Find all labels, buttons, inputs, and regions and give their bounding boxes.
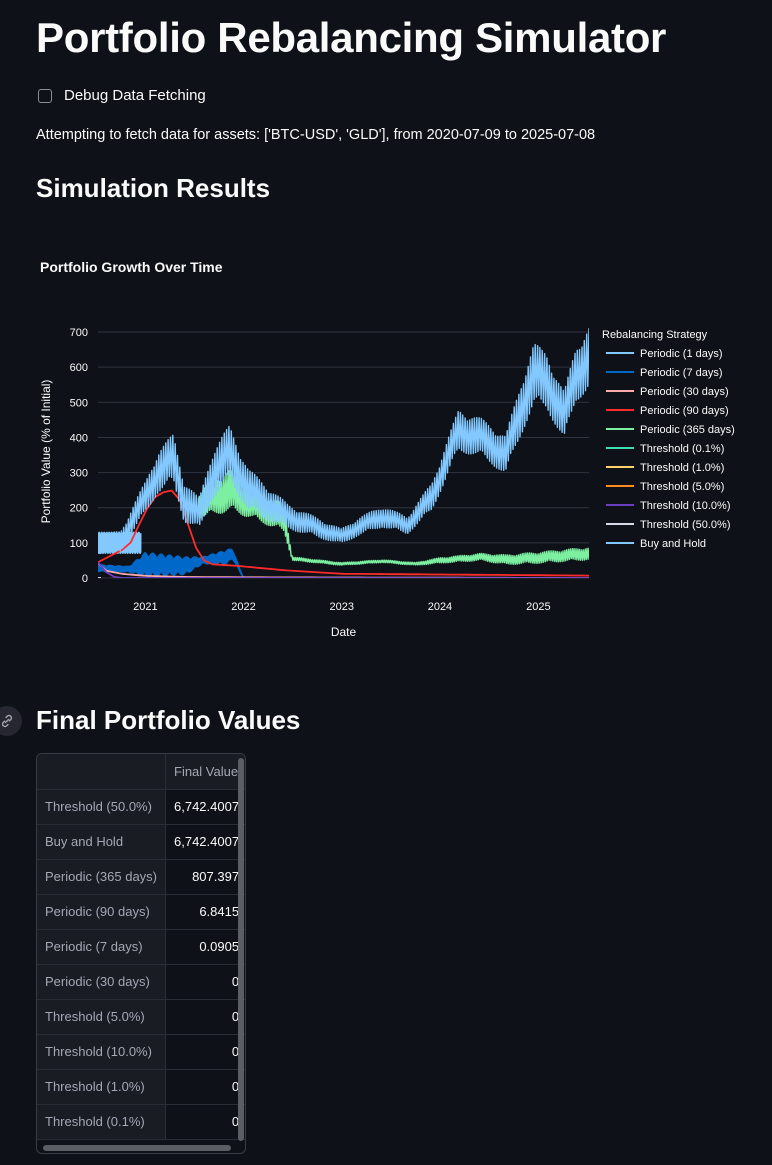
results-heading: Simulation Results bbox=[36, 173, 271, 203]
y-tick-label: 700 bbox=[70, 327, 88, 339]
legend-entry: Periodic (90 days) bbox=[640, 405, 729, 417]
legend-entry: Periodic (30 days) bbox=[640, 386, 729, 398]
row-label: Periodic (30 days) bbox=[37, 964, 166, 1000]
row-label: Periodic (365 days) bbox=[37, 859, 166, 895]
y-tick-label: 300 bbox=[70, 468, 88, 480]
link-icon[interactable] bbox=[0, 706, 22, 736]
table-row[interactable]: Buy and Hold 6,742.4007 bbox=[37, 824, 245, 860]
row-label: Periodic (7 days) bbox=[37, 929, 166, 965]
table-row[interactable]: Threshold (10.0%) 0 bbox=[37, 1034, 245, 1070]
chart-title: Portfolio Growth Over Time bbox=[40, 259, 223, 275]
final-values-heading: Final Portfolio Values bbox=[36, 705, 301, 735]
y-tick-label: 0 bbox=[82, 573, 88, 585]
table-row[interactable]: Periodic (7 days) 0.0905 bbox=[37, 929, 245, 965]
debug-checkbox-label: Debug Data Fetching bbox=[64, 87, 206, 104]
vertical-scrollbar[interactable] bbox=[238, 758, 244, 1141]
row-label: Threshold (1.0%) bbox=[37, 1069, 166, 1105]
y-tick-label: 100 bbox=[70, 538, 88, 550]
x-tick-label: 2025 bbox=[526, 601, 550, 613]
horizontal-scrollbar[interactable] bbox=[43, 1145, 231, 1151]
row-label: Threshold (50.0%) bbox=[37, 789, 166, 825]
x-tick-label: 2024 bbox=[428, 601, 452, 613]
table-row[interactable]: Threshold (0.1%) 0 bbox=[37, 1104, 245, 1140]
row-label: Threshold (0.1%) bbox=[37, 1104, 166, 1140]
x-axis-label: Date bbox=[331, 625, 357, 639]
legend-title: Rebalancing Strategy bbox=[602, 329, 708, 341]
legend-entry: Periodic (1 days) bbox=[640, 348, 723, 360]
row-value[interactable]: 0 bbox=[165, 1104, 245, 1140]
debug-checkbox-row[interactable]: Debug Data Fetching bbox=[38, 87, 206, 104]
y-axis-label: Portfolio Value (% of Initial) bbox=[39, 380, 53, 524]
legend-entry: Threshold (1.0%) bbox=[640, 462, 724, 474]
row-value[interactable]: 0 bbox=[165, 1069, 245, 1105]
series-line[interactable] bbox=[98, 328, 589, 554]
legend-entry: Threshold (0.1%) bbox=[640, 443, 724, 455]
x-tick-label: 2022 bbox=[231, 601, 255, 613]
row-value[interactable]: 6,742.4007 bbox=[165, 789, 245, 825]
row-value[interactable]: 0 bbox=[165, 964, 245, 1000]
debug-checkbox[interactable] bbox=[38, 88, 52, 103]
legend-entry: Buy and Hold bbox=[640, 538, 706, 550]
row-label: Periodic (90 days) bbox=[37, 894, 166, 930]
series-line[interactable] bbox=[98, 548, 245, 578]
page-title: Portfolio Rebalancing Simulator bbox=[36, 14, 667, 61]
row-label: Threshold (10.0%) bbox=[37, 1034, 166, 1070]
row-value[interactable]: 807.397 bbox=[165, 859, 245, 895]
table-row[interactable]: Threshold (5.0%) 0 bbox=[37, 999, 245, 1035]
fetch-info-text: Attempting to fetch data for assets: ['B… bbox=[36, 127, 596, 143]
legend-entry: Threshold (10.0%) bbox=[640, 500, 731, 512]
y-tick-label: 400 bbox=[70, 432, 88, 444]
y-tick-label: 200 bbox=[70, 503, 88, 515]
table-row[interactable]: Threshold (50.0%) 6,742.4007 bbox=[37, 789, 245, 825]
row-value[interactable]: 0 bbox=[165, 1034, 245, 1070]
column-header-final-value[interactable]: Final Value bbox=[165, 754, 245, 790]
legend-entry: Periodic (7 days) bbox=[640, 367, 723, 379]
legend-entry: Periodic (365 days) bbox=[640, 424, 735, 436]
row-label: Buy and Hold bbox=[37, 824, 166, 860]
y-tick-label: 500 bbox=[70, 397, 88, 409]
y-tick-label: 600 bbox=[70, 362, 88, 374]
legend-entry: Threshold (50.0%) bbox=[640, 519, 731, 531]
x-tick-label: 2021 bbox=[133, 601, 157, 613]
table-row[interactable]: Periodic (365 days) 807.397 bbox=[37, 859, 245, 895]
final-values-table[interactable]: Final Value Threshold (50.0%) 6,742.4007 B… bbox=[36, 753, 246, 1154]
table-corner-cell bbox=[37, 754, 166, 790]
row-value[interactable]: 0 bbox=[165, 999, 245, 1035]
legend-entry: Threshold (5.0%) bbox=[640, 481, 724, 493]
row-value[interactable]: 0.0905 bbox=[165, 929, 245, 965]
table-row[interactable]: Threshold (1.0%) 0 bbox=[37, 1069, 245, 1105]
row-value[interactable]: 6,742.4007 bbox=[165, 824, 245, 860]
table-row[interactable]: Periodic (30 days) 0 bbox=[37, 964, 245, 1000]
table-row[interactable]: Periodic (90 days) 6.8415 bbox=[37, 894, 245, 930]
series-line[interactable] bbox=[98, 489, 589, 577]
row-value[interactable]: 6.8415 bbox=[165, 894, 245, 930]
x-tick-label: 2023 bbox=[330, 601, 354, 613]
growth-chart[interactable]: Portfolio Growth Over Time 0 100 200 300 400 5… bbox=[0, 240, 772, 650]
table-header-row: Final Value bbox=[37, 754, 245, 790]
row-label: Threshold (5.0%) bbox=[37, 999, 166, 1035]
